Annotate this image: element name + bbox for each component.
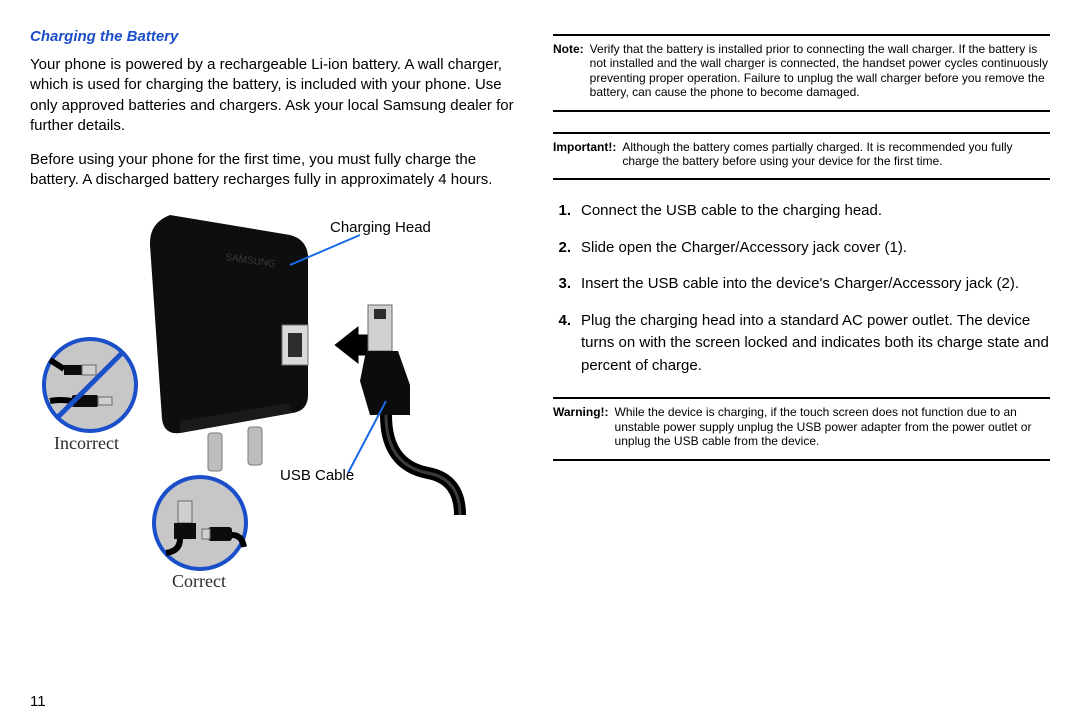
figure-svg: SAMSUNG [30,205,530,595]
important-body: Although the battery comes partially cha… [622,140,1050,169]
step-text: Slide open the Charger/Accessory jack co… [581,237,1050,260]
step-item: 3. Insert the USB cable into the device'… [553,273,1050,296]
divider [553,178,1050,180]
label-usb-cable: USB Cable [280,467,354,484]
important-label: Important!: [553,140,616,169]
section-heading: Charging the Battery [30,28,527,45]
warning-block: Warning!: While the device is charging, … [553,405,1050,448]
divider [553,34,1050,36]
step-text: Connect the USB cable to the charging he… [581,200,1050,223]
step-item: 1. Connect the USB cable to the charging… [553,200,1050,223]
divider [553,110,1050,112]
warning-label: Warning!: [553,405,609,448]
note-block: Note: Verify that the battery is install… [553,42,1050,100]
step-item: 2. Slide open the Charger/Accessory jack… [553,237,1050,260]
charger-figure: SAMSUNG [30,205,527,595]
callout-line [348,401,386,473]
step-number: 1. [553,200,571,223]
step-item: 4. Plug the charging head into a standar… [553,310,1050,378]
step-number: 2. [553,237,571,260]
page-number: 11 [30,693,527,710]
paragraph-2: Before using your phone for the first ti… [30,150,527,191]
note-label: Note: [553,42,584,100]
charging-head-icon: SAMSUNG [150,215,308,471]
label-incorrect: Incorrect [54,433,119,454]
divider [553,132,1050,134]
warning-body: While the device is charging, if the tou… [615,405,1050,448]
incorrect-icon [44,339,136,431]
right-column: Note: Verify that the battery is install… [553,28,1050,710]
note-body: Verify that the battery is installed pri… [590,42,1050,100]
correct-icon [154,477,246,569]
important-block: Important!: Although the battery comes p… [553,140,1050,169]
manual-page: Charging the Battery Your phone is power… [0,0,1080,720]
step-number: 3. [553,273,571,296]
step-text: Insert the USB cable into the device's C… [581,273,1050,296]
left-column: Charging the Battery Your phone is power… [30,28,527,710]
label-correct: Correct [172,571,226,592]
step-number: 4. [553,310,571,378]
divider [553,397,1050,399]
label-charging-head: Charging Head [330,219,431,236]
divider [553,459,1050,461]
usb-plug-icon [360,305,460,515]
step-text: Plug the charging head into a standard A… [581,310,1050,378]
paragraph-1: Your phone is powered by a rechargeable … [30,55,527,136]
steps-list: 1. Connect the USB cable to the charging… [553,200,1050,391]
